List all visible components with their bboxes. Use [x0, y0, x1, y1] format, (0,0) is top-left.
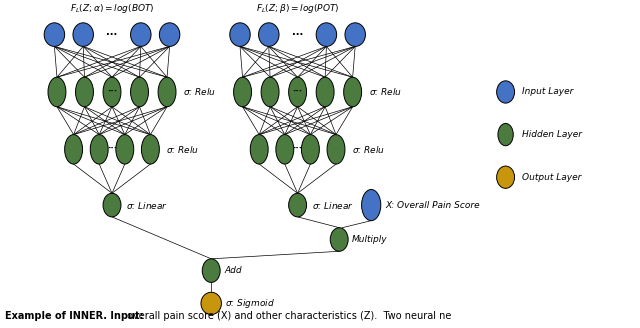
Text: ···: ···	[107, 145, 117, 154]
Ellipse shape	[131, 77, 148, 107]
Ellipse shape	[65, 134, 83, 164]
Ellipse shape	[48, 77, 66, 107]
Text: $\sigma$: Relu: $\sigma$: Relu	[369, 87, 402, 97]
Text: ···: ···	[292, 145, 303, 154]
Ellipse shape	[316, 77, 334, 107]
Text: Add: Add	[224, 266, 242, 275]
Text: $\sigma$: Linear: $\sigma$: Linear	[312, 199, 354, 211]
Ellipse shape	[344, 77, 362, 107]
Ellipse shape	[158, 77, 176, 107]
Ellipse shape	[345, 23, 365, 46]
Ellipse shape	[497, 166, 515, 188]
Text: $\sigma$: Relu: $\sigma$: Relu	[352, 144, 385, 155]
Text: overall pain score (X) and other characteristics (Z).  Two neural ne: overall pain score (X) and other charact…	[124, 312, 451, 321]
Ellipse shape	[44, 23, 65, 46]
Ellipse shape	[90, 134, 108, 164]
Ellipse shape	[289, 77, 307, 107]
Ellipse shape	[76, 77, 93, 107]
Ellipse shape	[316, 23, 337, 46]
Ellipse shape	[261, 77, 279, 107]
Ellipse shape	[234, 77, 252, 107]
Ellipse shape	[301, 134, 319, 164]
Ellipse shape	[73, 23, 93, 46]
Text: $\sigma$: Relu: $\sigma$: Relu	[183, 87, 216, 97]
Ellipse shape	[497, 81, 515, 103]
Text: $F_L(Z;\beta) = log(POT)$: $F_L(Z;\beta) = log(POT)$	[256, 2, 339, 15]
Text: X: Overall Pain Score: X: Overall Pain Score	[385, 200, 480, 210]
Text: ···: ···	[107, 88, 117, 96]
Ellipse shape	[202, 259, 220, 282]
Ellipse shape	[141, 134, 159, 164]
Text: Example of INNER. Input:: Example of INNER. Input:	[5, 312, 144, 321]
Text: $\sigma$: Sigmoid: $\sigma$: Sigmoid	[225, 297, 275, 310]
Ellipse shape	[103, 193, 121, 217]
Text: ···: ···	[292, 88, 303, 96]
Ellipse shape	[327, 134, 345, 164]
Text: ···: ···	[106, 30, 118, 40]
Ellipse shape	[276, 134, 294, 164]
Text: ···: ···	[292, 30, 303, 40]
Text: $F_L(Z;\alpha) = log(BOT)$: $F_L(Z;\alpha) = log(BOT)$	[70, 2, 154, 15]
Ellipse shape	[103, 77, 121, 107]
Ellipse shape	[250, 134, 268, 164]
Ellipse shape	[116, 134, 134, 164]
Ellipse shape	[498, 123, 513, 146]
Text: Hidden Layer: Hidden Layer	[522, 130, 582, 139]
Ellipse shape	[230, 23, 250, 46]
Ellipse shape	[362, 190, 381, 221]
Ellipse shape	[330, 228, 348, 251]
Ellipse shape	[201, 292, 221, 315]
Ellipse shape	[131, 23, 151, 46]
Text: $\sigma$: Linear: $\sigma$: Linear	[126, 199, 168, 211]
Ellipse shape	[159, 23, 180, 46]
Ellipse shape	[289, 193, 307, 217]
Ellipse shape	[259, 23, 279, 46]
Text: Multiply: Multiply	[352, 235, 388, 244]
Text: $\sigma$: Relu: $\sigma$: Relu	[166, 144, 200, 155]
Text: Input Layer: Input Layer	[522, 88, 573, 96]
Text: Output Layer: Output Layer	[522, 173, 581, 182]
